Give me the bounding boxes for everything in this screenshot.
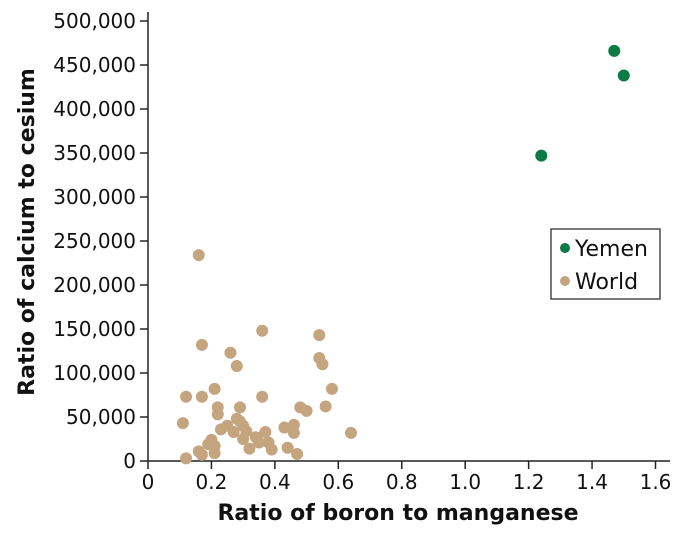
point-world [214,423,227,436]
point-world [256,390,269,403]
y-tick-label: 450,000 [53,53,136,77]
x-tick-label: 1.0 [449,470,481,494]
y-axis-title: Ratio of calcium to cesium [15,68,40,396]
y-tick-label: 150,000 [53,317,136,341]
point-world [211,408,224,421]
legend-label-yemen: Yemen [574,237,648,262]
point-world [259,425,272,438]
point-world [256,324,269,337]
point-world [208,382,221,395]
point-world [325,382,338,395]
y-tick-label: 400,000 [53,97,136,121]
legend-label-world: World [575,270,638,295]
y-axis-ticks: 0 50,000 100,000 150,000 200,000 250,000 300,0… [53,9,148,473]
data-points [176,44,630,465]
legend-marker-world [560,276,570,286]
point-world [227,425,240,438]
point-world [253,436,266,449]
point-world [192,249,205,262]
y-tick-label: 300,000 [53,185,136,209]
point-yemen [535,149,548,162]
y-tick-label: 250,000 [53,229,136,253]
point-world [237,433,250,445]
point-world [281,441,294,454]
x-axis-title: Ratio of boron to manganese [217,501,578,526]
x-tick-label: 1.2 [513,470,545,494]
legend-marker-yemen [560,243,570,253]
x-tick-label: 0 [142,470,155,494]
point-world [278,421,291,434]
point-world [316,358,329,371]
point-world [243,442,256,455]
point-world [195,390,208,403]
x-axis-ticks: 0 0.2 0.4 0.6 0.8 1.0 1.2 1.4 1.6 [142,461,672,494]
point-world [180,452,193,465]
point-world [195,448,208,461]
y-tick-label: 500,000 [53,9,136,33]
y-tick-label: 100,000 [53,361,136,385]
x-tick-label: 1.6 [640,470,672,494]
point-world [224,346,237,359]
point-world [176,417,189,430]
point-yemen [617,69,630,82]
point-world [300,404,313,417]
y-tick-label: 200,000 [53,273,136,297]
y-tick-label: 0 [123,449,136,473]
y-tick-label: 350,000 [53,141,136,165]
point-world [265,443,278,456]
point-world [180,390,193,403]
point-world [319,400,332,413]
x-tick-label: 0.4 [259,470,291,494]
point-world [291,447,304,460]
point-world [195,338,208,351]
point-world [345,426,357,439]
point-world [287,426,300,439]
x-tick-label: 0.8 [386,470,418,494]
point-world [230,359,243,372]
point-world [313,329,326,342]
legend: Yemen World [550,228,661,300]
x-tick-label: 0.2 [196,470,228,494]
legend-box [550,228,661,300]
point-world [233,401,246,414]
x-tick-label: 1.4 [576,470,608,494]
point-world [208,447,221,460]
x-tick-label: 0.6 [322,470,354,494]
y-tick-label: 50,000 [66,405,136,429]
point-yemen [608,44,621,57]
